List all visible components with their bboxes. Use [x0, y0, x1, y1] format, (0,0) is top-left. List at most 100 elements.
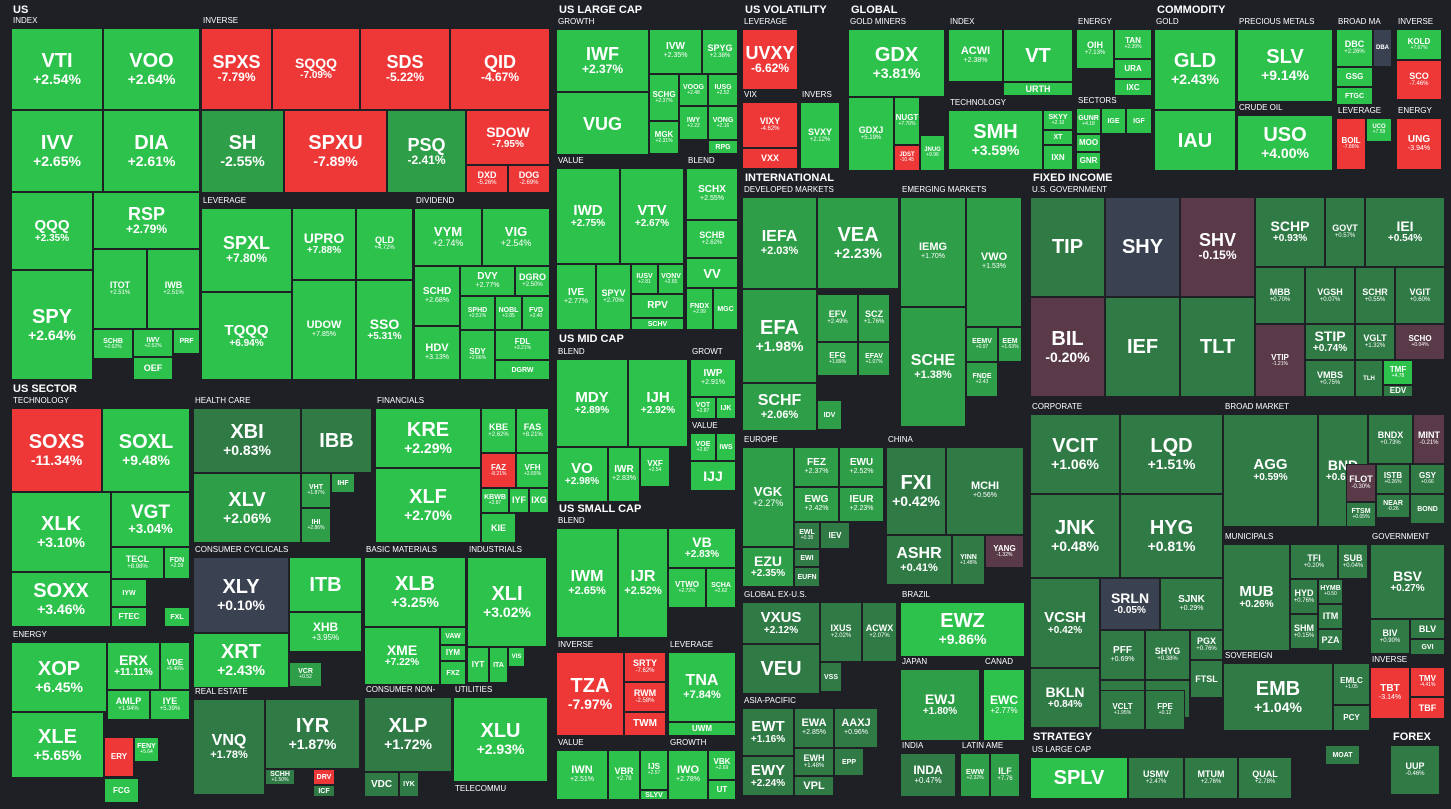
etf-tile-tip[interactable]: TIP: [1030, 197, 1105, 297]
etf-tile-udow[interactable]: UDOW +7.85%: [292, 280, 356, 380]
etf-tile-schb[interactable]: SCHB +2.62%: [93, 329, 133, 359]
etf-tile-ijs[interactable]: IJS +2.57: [640, 750, 668, 790]
etf-tile-kbe[interactable]: KBE +2.62%: [481, 408, 516, 453]
etf-tile-tna[interactable]: TNA +7.84%: [668, 652, 736, 722]
etf-tile-vglt[interactable]: VGLT +1.32%: [1355, 324, 1395, 360]
etf-tile-ijh[interactable]: IJH +2.92%: [628, 359, 688, 447]
etf-tile-schx[interactable]: SCHX +2.55%: [686, 168, 738, 220]
etf-tile-boil[interactable]: BOIL -7.86%: [1336, 118, 1366, 170]
etf-tile-bkln[interactable]: BKLN +0.84%: [1030, 668, 1100, 728]
etf-tile-iwb[interactable]: IWB +2.51%: [147, 249, 200, 329]
etf-tile-shy[interactable]: SHY: [1105, 197, 1180, 297]
etf-tile-vug[interactable]: VUG: [556, 92, 649, 155]
etf-tile-gunr[interactable]: GUNR +4.18: [1076, 108, 1101, 134]
etf-tile-ewj[interactable]: EWJ +1.80%: [900, 669, 980, 741]
etf-tile-igf[interactable]: IGF: [1126, 108, 1152, 134]
etf-tile-xlp[interactable]: XLP +1.72%: [364, 697, 452, 772]
etf-tile-vixy[interactable]: VIXY -4.62%: [742, 102, 798, 148]
etf-tile-iemg[interactable]: IEMG +1.70%: [900, 197, 966, 307]
etf-tile-hyg[interactable]: HYG +0.81%: [1120, 494, 1223, 578]
etf-tile-soxx[interactable]: SOXX +3.46%: [11, 572, 111, 627]
etf-tile-iwd[interactable]: IWD +2.75%: [556, 168, 620, 264]
etf-tile-sco[interactable]: SCO -7.46%: [1396, 60, 1442, 100]
etf-tile-hyd[interactable]: HYD +0.76%: [1290, 579, 1318, 614]
etf-tile-jnug[interactable]: JNUG +9.96: [920, 135, 945, 171]
etf-tile-vbk[interactable]: VBK +2.69: [708, 750, 736, 780]
etf-tile-vss[interactable]: VSS: [820, 662, 842, 692]
etf-tile-vgk[interactable]: VGK +2.27%: [742, 447, 794, 547]
etf-tile-sub[interactable]: SUB +0.04%: [1338, 544, 1368, 579]
etf-tile-iev[interactable]: IEV: [820, 522, 850, 549]
etf-tile-psq[interactable]: PSQ -2.41%: [387, 110, 466, 193]
etf-tile-vv[interactable]: VV: [686, 258, 738, 288]
etf-tile-schh[interactable]: SCHH +1.50%: [265, 769, 295, 785]
etf-tile-iefa[interactable]: IEFA +2.03%: [742, 197, 817, 289]
etf-tile-flot[interactable]: FLOT -0.30%: [1346, 464, 1376, 502]
etf-tile-sqqq[interactable]: SQQQ -7.09%: [272, 28, 360, 110]
etf-tile-vcr[interactable]: VCR +0.52: [289, 662, 322, 687]
etf-tile-svxy[interactable]: SVXY +2.12%: [800, 102, 840, 169]
etf-tile-tqqq[interactable]: TQQQ +6.94%: [201, 292, 292, 380]
etf-tile-spxs[interactable]: SPXS -7.79%: [201, 28, 272, 110]
etf-tile-tfi[interactable]: TFI +0.20%: [1290, 544, 1338, 579]
etf-tile-yang[interactable]: YANG -1.32%: [985, 535, 1024, 568]
etf-tile-tecl[interactable]: TECL +8.98%: [111, 547, 164, 579]
etf-tile-ibb[interactable]: IBB: [301, 408, 372, 473]
etf-tile-nugt[interactable]: NUGT +7.70%: [894, 97, 920, 145]
etf-tile-kie[interactable]: KIE: [481, 513, 516, 543]
etf-tile-vdc[interactable]: VDC: [364, 772, 399, 797]
etf-tile-ewa[interactable]: EWA +2.85%: [794, 708, 834, 748]
etf-tile-xlb[interactable]: XLB +3.25%: [364, 557, 466, 627]
etf-tile-iau[interactable]: IAU: [1154, 110, 1236, 171]
etf-tile-iwm[interactable]: IWM +2.65%: [556, 528, 618, 638]
etf-tile-icf[interactable]: ICF: [313, 785, 335, 797]
etf-tile-vym[interactable]: VYM +2.74%: [414, 208, 482, 266]
etf-tile-ewg[interactable]: EWG +2.42%: [794, 487, 839, 522]
etf-tile-spyv[interactable]: SPYV +2.70%: [596, 264, 631, 330]
etf-tile-hdv[interactable]: HDV +3.13%: [414, 326, 460, 380]
etf-tile-stip[interactable]: STIP +0.74%: [1305, 324, 1355, 360]
etf-tile-idv[interactable]: IDV: [817, 400, 842, 430]
etf-tile-mbb[interactable]: MBB +0.70%: [1255, 267, 1305, 324]
etf-tile-kre[interactable]: KRE +2.29%: [375, 408, 481, 468]
etf-tile-ezu[interactable]: EZU +2.35%: [742, 547, 794, 587]
etf-tile-fnde[interactable]: FNDE +2.43: [966, 362, 998, 397]
etf-tile-tmf[interactable]: TMF +4.78: [1383, 360, 1413, 385]
etf-tile-fas[interactable]: FAS +8.21%: [516, 408, 549, 453]
etf-tile-ieur[interactable]: IEUR +2.23%: [839, 487, 884, 522]
etf-tile-vot[interactable]: VOT +2.87: [690, 397, 716, 419]
etf-tile-iye[interactable]: IYE +5.39%: [150, 690, 190, 720]
etf-tile-ilf[interactable]: ILF +7.76: [990, 753, 1020, 797]
etf-tile-vmbs[interactable]: VMBS +0.75%: [1305, 360, 1355, 397]
etf-tile-ut[interactable]: UT: [708, 780, 736, 800]
etf-tile-tbf[interactable]: TBF: [1410, 697, 1445, 719]
etf-tile-istb[interactable]: ISTB +0.26%: [1376, 464, 1410, 494]
etf-tile-hymb[interactable]: HYMB +0.50: [1318, 579, 1343, 604]
etf-tile-faz[interactable]: FAZ -8.21%: [481, 453, 516, 488]
etf-tile-dba[interactable]: DBA: [1373, 29, 1392, 67]
etf-tile-yinn[interactable]: YINN +1.48%: [952, 535, 985, 585]
etf-tile-mub[interactable]: MUB +0.26%: [1223, 544, 1290, 651]
etf-tile-eww[interactable]: EWW +2.32%: [960, 753, 990, 797]
etf-tile-iwf[interactable]: IWF +2.37%: [556, 29, 649, 92]
etf-tile-usmv[interactable]: USMV +2.47%: [1128, 757, 1184, 799]
etf-tile-vong[interactable]: VONG +2.16: [708, 106, 738, 140]
etf-tile-twm[interactable]: TWM: [624, 712, 666, 736]
etf-tile-iyt[interactable]: IYT: [467, 647, 489, 683]
etf-tile-ixg[interactable]: IXG: [529, 488, 549, 513]
etf-tile-splv[interactable]: SPLV: [1030, 757, 1128, 799]
etf-tile-gdx[interactable]: GDX +3.81%: [848, 29, 945, 97]
etf-tile-iwy[interactable]: IWY +2.22: [679, 106, 708, 140]
etf-tile-fxi[interactable]: FXI +0.42%: [886, 447, 946, 535]
etf-tile-prf[interactable]: PRF: [173, 329, 200, 354]
etf-tile-shyg[interactable]: SHYG +0.38%: [1145, 630, 1190, 680]
etf-tile-sdow[interactable]: SDOW -7.95%: [466, 110, 550, 165]
etf-tile-vea[interactable]: VEA +2.23%: [817, 197, 899, 289]
etf-tile-blv[interactable]: BLV: [1410, 619, 1445, 639]
etf-tile-vxx[interactable]: VXX: [742, 148, 798, 169]
etf-tile-vcsh[interactable]: VCSH +0.42%: [1030, 578, 1100, 668]
etf-tile-srln[interactable]: SRLN -0.05%: [1100, 578, 1160, 630]
etf-tile-ewz[interactable]: EWZ +9.86%: [900, 602, 1025, 657]
etf-tile-jnk[interactable]: JNK +0.48%: [1030, 494, 1120, 578]
etf-tile-govt[interactable]: GOVT +0.57%: [1325, 197, 1365, 267]
